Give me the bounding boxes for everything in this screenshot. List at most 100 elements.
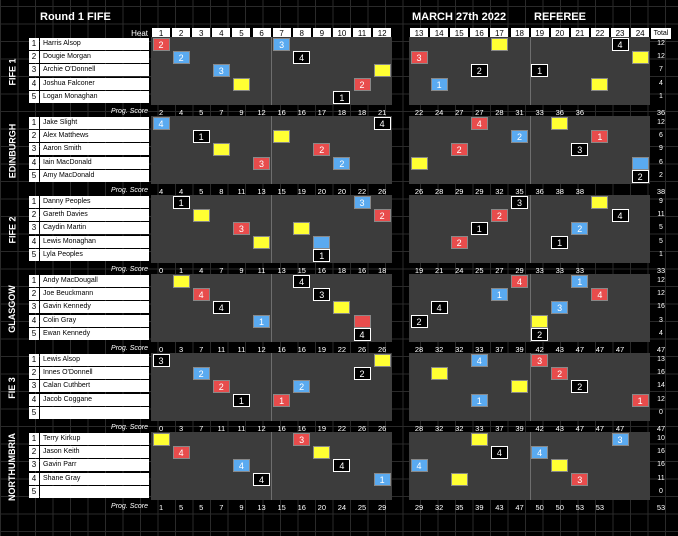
heat-mark: 1: [373, 472, 391, 486]
prog-score: 9: [239, 266, 244, 275]
prog-score: 16: [277, 345, 286, 354]
rider-number: 3: [29, 301, 39, 314]
heat-mark: 3: [353, 196, 371, 209]
prog-score: 17: [317, 108, 327, 117]
rider-name: Caydin Martin: [40, 222, 149, 235]
heat-mark: 4: [470, 354, 488, 367]
rider-number: 3: [29, 459, 39, 472]
heat-mark: 2: [470, 64, 488, 78]
heat-mark: [490, 38, 508, 51]
heat-mark: [253, 235, 270, 249]
divider: [271, 353, 272, 421]
rider-name: Lewis Alsop: [40, 354, 149, 366]
prog-score: 11: [217, 424, 226, 433]
referee-label: REFEREE: [534, 11, 586, 23]
heat-mark: 4: [232, 459, 250, 473]
heat-mark: 1: [490, 288, 508, 302]
prog-score: 33: [475, 345, 484, 354]
prog-score: 19: [317, 345, 327, 354]
rider-number: 5: [29, 406, 39, 419]
prog-total: 33: [656, 266, 666, 275]
heat-mark: 3: [611, 433, 629, 446]
heat-mark: [631, 51, 649, 65]
prog-score: 32: [455, 345, 464, 354]
prog-score: 16: [317, 266, 327, 275]
rider-total: 3: [659, 316, 663, 324]
prog-score: 4: [179, 187, 184, 196]
rider-name: Iain MacDonald: [40, 156, 149, 169]
team-name: FIFE 2: [7, 216, 18, 244]
heat-mark: 4: [611, 209, 629, 223]
round-title: Round 1 FIFE: [40, 11, 111, 23]
heat-number: 1: [152, 28, 171, 39]
prog-score: 22: [414, 108, 424, 117]
prog-score: 47: [595, 345, 605, 354]
rider-number: 4: [29, 314, 39, 327]
rider-number: 2: [29, 446, 39, 459]
heat-number: 5: [232, 28, 251, 39]
rider-name: Gavin Parr: [40, 459, 149, 472]
prog-score: 1: [158, 503, 164, 512]
heat-mark: 3: [152, 354, 170, 367]
prog-score: 7: [199, 424, 204, 433]
rider-name: Colin Gray: [40, 314, 149, 327]
prog-score: 32: [455, 424, 464, 433]
divider: [530, 37, 531, 105]
prog-score: 27: [475, 108, 484, 117]
heat-mark: 1: [551, 235, 569, 249]
rider-total: 16: [657, 303, 665, 311]
heat-mark: 1: [631, 393, 649, 407]
heat-mark: 2: [293, 380, 311, 394]
heat-mark: 4: [333, 459, 351, 473]
rider-name: Danny Peoples: [40, 196, 149, 208]
prog-score: 33: [575, 266, 585, 275]
rider-total: 0: [659, 408, 663, 416]
prog-score: 15: [277, 187, 286, 196]
heat-number: 7: [272, 28, 291, 39]
prog-score: 11: [237, 424, 246, 433]
prog-score: 43: [555, 345, 564, 354]
prog-label: Prog. Score: [111, 424, 148, 431]
rider-total: 12: [657, 290, 665, 298]
rider-number: 5: [29, 327, 39, 340]
prog-score: 32: [434, 503, 444, 512]
prog-score: 20: [317, 503, 327, 512]
prog-score: 43: [495, 503, 504, 512]
heat-mark: 1: [591, 130, 609, 144]
heat-mark: 1: [571, 275, 589, 288]
rider-number: 2: [29, 51, 39, 64]
heat-mark: 4: [470, 117, 488, 130]
heat-mark: 3: [232, 222, 250, 236]
prog-score: 7: [219, 108, 224, 117]
heat-number: 22: [590, 28, 609, 39]
prog-score: 1: [179, 266, 184, 275]
prog-score: 16: [277, 424, 286, 433]
prog-score: 2: [158, 108, 164, 117]
prog-score: 21: [377, 108, 387, 117]
prog-label: Prog. Score: [111, 345, 148, 352]
prog-score: 28: [495, 108, 504, 117]
rider-name: Shane Gray: [40, 472, 149, 485]
rider-name: Lewis Monaghan: [40, 235, 149, 248]
rider-name: Alex Matthews: [40, 130, 149, 143]
prog-score: 33: [535, 266, 544, 275]
rider-name: Innes O'Donnell: [40, 367, 149, 380]
prog-score: 35: [515, 187, 524, 196]
rider-number: 1: [29, 433, 39, 445]
rider-name: Jacob Coggane: [40, 393, 149, 406]
prog-score: 38: [575, 187, 585, 196]
prog-score: 39: [475, 503, 484, 512]
rider-total: 6: [659, 158, 663, 166]
heat-mark: [591, 196, 609, 209]
team-name: GLASGOW: [7, 285, 17, 333]
prog-score: 5: [199, 503, 204, 512]
team-name: FIFE 1: [7, 58, 18, 86]
prog-label: Prog. Score: [111, 503, 148, 510]
prog-score: 16: [277, 108, 286, 117]
heat-mark: 3: [410, 51, 428, 65]
heat-mark: 1: [273, 393, 291, 407]
prog-score: 18: [357, 108, 367, 117]
heat-mark: 3: [253, 156, 270, 170]
prog-score: 7: [219, 503, 224, 512]
prog-label: Prog. Score: [111, 187, 148, 194]
